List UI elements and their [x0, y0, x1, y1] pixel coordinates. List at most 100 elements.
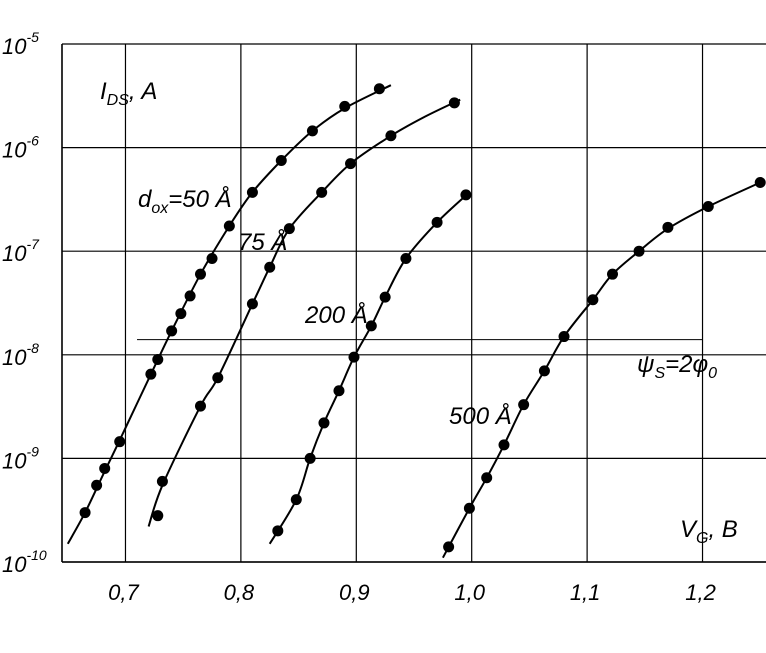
- y-tick-label: 10-9: [2, 443, 39, 473]
- x-axis-label: VG, B: [680, 516, 738, 547]
- data-point: [702, 201, 714, 213]
- y-tick-label: 10-7: [2, 236, 40, 266]
- data-point: [306, 125, 318, 137]
- data-point: [448, 97, 460, 109]
- data-point: [538, 365, 550, 377]
- series-label-500: 500 Å: [449, 402, 512, 430]
- data-point: [400, 253, 412, 265]
- data-point: [481, 472, 493, 484]
- series-label-50: dox=50 Å: [138, 185, 232, 217]
- data-point: [145, 368, 157, 380]
- series-curve-2: [268, 191, 471, 545]
- data-point: [316, 186, 328, 198]
- series-label-50-sub: ox: [151, 200, 169, 217]
- data-point: [633, 245, 645, 257]
- reference-line-label-main: ψ: [637, 351, 654, 378]
- reference-line-label: ψS=2φ0: [637, 351, 717, 382]
- series-label-75: 75 Å: [238, 228, 287, 256]
- y-axis-label-rest: , A: [129, 78, 157, 105]
- data-point: [264, 261, 276, 273]
- data-point: [460, 189, 472, 201]
- data-point: [194, 268, 206, 280]
- y-tick-base: 10: [2, 552, 27, 577]
- data-point: [156, 475, 168, 487]
- y-tick-exponent: -9: [26, 443, 39, 459]
- data-point: [152, 354, 164, 366]
- y-axis-label-main: I: [100, 78, 107, 105]
- y-tick-base: 10: [2, 34, 27, 59]
- data-point: [385, 130, 397, 142]
- x-tick-label: 1,1: [570, 580, 601, 605]
- data-point: [79, 507, 91, 519]
- y-tick-exponent: -7: [26, 236, 40, 252]
- x-axis-label-sub: G: [696, 530, 708, 547]
- y-axis-label: IDS, A: [100, 78, 157, 109]
- reference-line-label-sub2: 0: [708, 365, 717, 382]
- data-point: [212, 372, 224, 384]
- y-tick-base: 10: [2, 448, 27, 473]
- y-tick-base: 10: [2, 138, 27, 163]
- data-point: [246, 298, 258, 310]
- data-point: [518, 399, 530, 411]
- reference-line-label-rest: =2φ: [665, 351, 708, 378]
- data-point: [379, 291, 391, 303]
- grid: [61, 43, 766, 563]
- data-point: [662, 221, 674, 233]
- data-point: [184, 290, 196, 302]
- series-label-200: 200 Å: [304, 301, 368, 329]
- data-point: [272, 525, 284, 537]
- data-point: [345, 158, 357, 170]
- y-tick-exponent: -8: [26, 340, 39, 356]
- data-point: [431, 216, 443, 228]
- data-point: [558, 331, 570, 343]
- y-axis-label-sub: DS: [107, 92, 130, 109]
- y-tick-label: 10-6: [2, 133, 39, 163]
- x-tick-label: 1,0: [454, 580, 485, 605]
- x-axis-label-rest: , B: [708, 516, 737, 543]
- x-axis-label-main: V: [680, 516, 698, 543]
- data-point: [283, 223, 295, 235]
- data-point: [333, 385, 345, 397]
- data-point: [587, 294, 599, 306]
- data-point: [463, 502, 475, 514]
- data-point: [206, 253, 218, 265]
- y-tick-base: 10: [2, 345, 27, 370]
- data-point: [194, 400, 206, 412]
- data-point: [223, 220, 235, 232]
- data-point: [443, 541, 455, 553]
- data-point: [166, 325, 178, 337]
- data-point: [607, 268, 619, 280]
- x-tick-label: 0,7: [108, 580, 139, 605]
- data-point: [348, 351, 360, 363]
- y-tick-label: 10-5: [2, 29, 39, 59]
- data-point: [339, 100, 351, 112]
- data-point: [318, 417, 330, 429]
- data-point: [275, 155, 287, 167]
- data-point: [114, 436, 126, 448]
- y-tick-base: 10: [2, 241, 27, 266]
- series-label-50-rest: =50 Å: [168, 185, 231, 213]
- y-tick-exponent: -10: [26, 547, 46, 563]
- data-point: [290, 494, 302, 506]
- data-point: [175, 308, 187, 320]
- y-tick-label: 10-8: [2, 340, 39, 370]
- data-point: [754, 177, 766, 189]
- data-point: [365, 320, 377, 332]
- data-point: [152, 510, 164, 522]
- data-point: [373, 83, 385, 95]
- x-tick-label: 0,8: [224, 580, 255, 605]
- labels: IDS, A VG, B dox=50 Å75 Å 200 Å 500 Å ψS=2φ0: [100, 78, 738, 547]
- data-point: [246, 186, 258, 198]
- data-point: [99, 462, 111, 474]
- y-tick-label: 10-10: [2, 547, 47, 577]
- data-point: [304, 452, 316, 464]
- data-point: [91, 479, 103, 491]
- reference-line-label-sub: S: [654, 365, 665, 382]
- series-label-50-main: d: [138, 186, 152, 213]
- x-tick-label: 1,2: [685, 580, 716, 605]
- y-tick-exponent: -6: [26, 133, 39, 149]
- y-tick-exponent: -5: [26, 29, 39, 45]
- data-points: [79, 83, 766, 553]
- axis-ticks: 10-510-610-710-810-910-100,7 0,8 0,9 1,0 1,1…: [2, 29, 716, 605]
